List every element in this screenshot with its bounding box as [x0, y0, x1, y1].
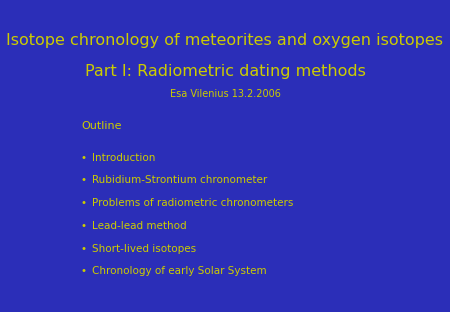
Text: •: •: [81, 244, 87, 254]
Text: Esa Vilenius 13.2.2006: Esa Vilenius 13.2.2006: [170, 89, 280, 99]
Text: Introduction: Introduction: [92, 153, 156, 163]
Text: •: •: [81, 198, 87, 208]
Text: Part I: Radiometric dating methods: Part I: Radiometric dating methods: [85, 64, 365, 79]
Text: Lead-lead method: Lead-lead method: [92, 221, 187, 231]
Text: Isotope chronology of meteorites and oxygen isotopes: Isotope chronology of meteorites and oxy…: [6, 33, 444, 48]
Text: Problems of radiometric chronometers: Problems of radiometric chronometers: [92, 198, 293, 208]
Text: •: •: [81, 266, 87, 276]
Text: Short-lived isotopes: Short-lived isotopes: [92, 244, 196, 254]
Text: •: •: [81, 153, 87, 163]
Text: Outline: Outline: [81, 121, 122, 131]
Text: •: •: [81, 221, 87, 231]
Text: Chronology of early Solar System: Chronology of early Solar System: [92, 266, 267, 276]
Text: Rubidium-Strontium chronometer: Rubidium-Strontium chronometer: [92, 175, 267, 185]
Text: •: •: [81, 175, 87, 185]
